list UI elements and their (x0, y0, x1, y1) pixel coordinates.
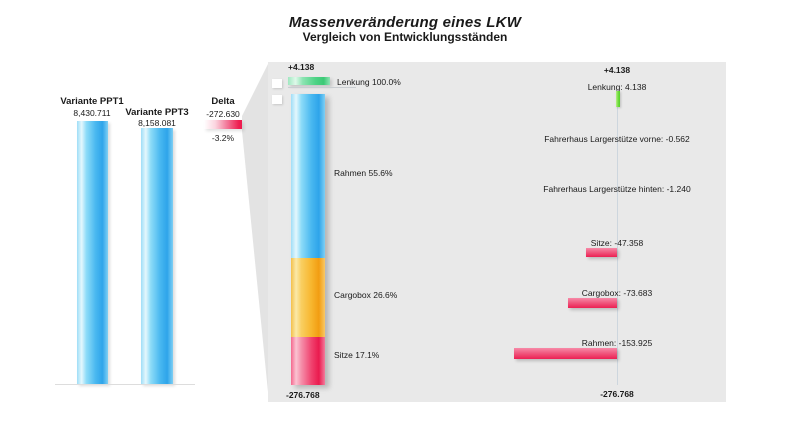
page-title: Massenveränderung eines LKW (288, 14, 522, 31)
stacked-segment-rahmen (291, 94, 325, 258)
mini-segment-marker-hinten (272, 95, 282, 104)
variant-ppt1-bar (77, 121, 108, 384)
stacked-top-total: +4.138 (288, 62, 315, 72)
waterfall-bar-sitze (586, 248, 617, 257)
page-subtitle: Vergleich von Entwicklungsständen (302, 30, 508, 44)
sitze-share-label: Sitze 17.1% (334, 350, 380, 360)
waterfall-label-lenkung: Lenkung: 4.138 (587, 82, 647, 92)
delta-percent: -3.2% (211, 133, 235, 143)
delta-value: -272.630 (206, 109, 240, 119)
variant-ppt1-value: 8,430.711 (73, 108, 111, 118)
stacked-segment-sitze (291, 337, 325, 385)
waterfall-label-sitze: Sitze: -47.358 (590, 238, 644, 248)
mini-segment-marker-vorne (272, 79, 282, 88)
lenkung-share-label: Lenkung 100.0% (337, 77, 401, 87)
waterfall-axis-line (617, 90, 618, 385)
variant-ppt3-label: Variante PPT3 (125, 107, 189, 118)
stacked-bar (291, 94, 325, 385)
waterfall-bar-cargobox (568, 298, 617, 308)
waterfall-bar-rahmen (514, 348, 617, 359)
waterfall-label-rahmen: Rahmen: -153.925 (581, 338, 653, 348)
waterfall-label-lagerstuetze-hinten: Fahrerhaus Largerstütze hinten: -1.240 (543, 184, 691, 194)
cargobox-share-label: Cargobox 26.6% (334, 290, 398, 300)
waterfall-label-cargobox: Cargobox: -73.683 (581, 288, 653, 298)
delta-label: Delta (211, 96, 235, 107)
delta-bar (204, 120, 242, 129)
stacked-segment-cargobox (291, 258, 325, 337)
lenkung-positive-bar (288, 77, 330, 85)
waterfall-top-total: +4.138 (603, 65, 631, 75)
stacked-bottom-total: -276.768 (286, 390, 320, 400)
waterfall-bottom-total: -276.768 (600, 389, 634, 399)
detail-panel-background (268, 62, 726, 402)
variant-ppt3-value: 8,158.081 (138, 118, 176, 128)
rahmen-share-label: Rahmen 55.6% (334, 168, 393, 178)
waterfall-bar-lenkung (616, 91, 620, 107)
variant-ppt3-bar (141, 128, 173, 384)
zero-reference-line (288, 87, 356, 88)
variant-ppt1-label: Variante PPT1 (60, 96, 124, 107)
left-axis-baseline (55, 384, 195, 385)
waterfall-label-lagerstuetze-vorne: Fahrerhaus Largerstütze vorne: -0.562 (544, 134, 690, 144)
